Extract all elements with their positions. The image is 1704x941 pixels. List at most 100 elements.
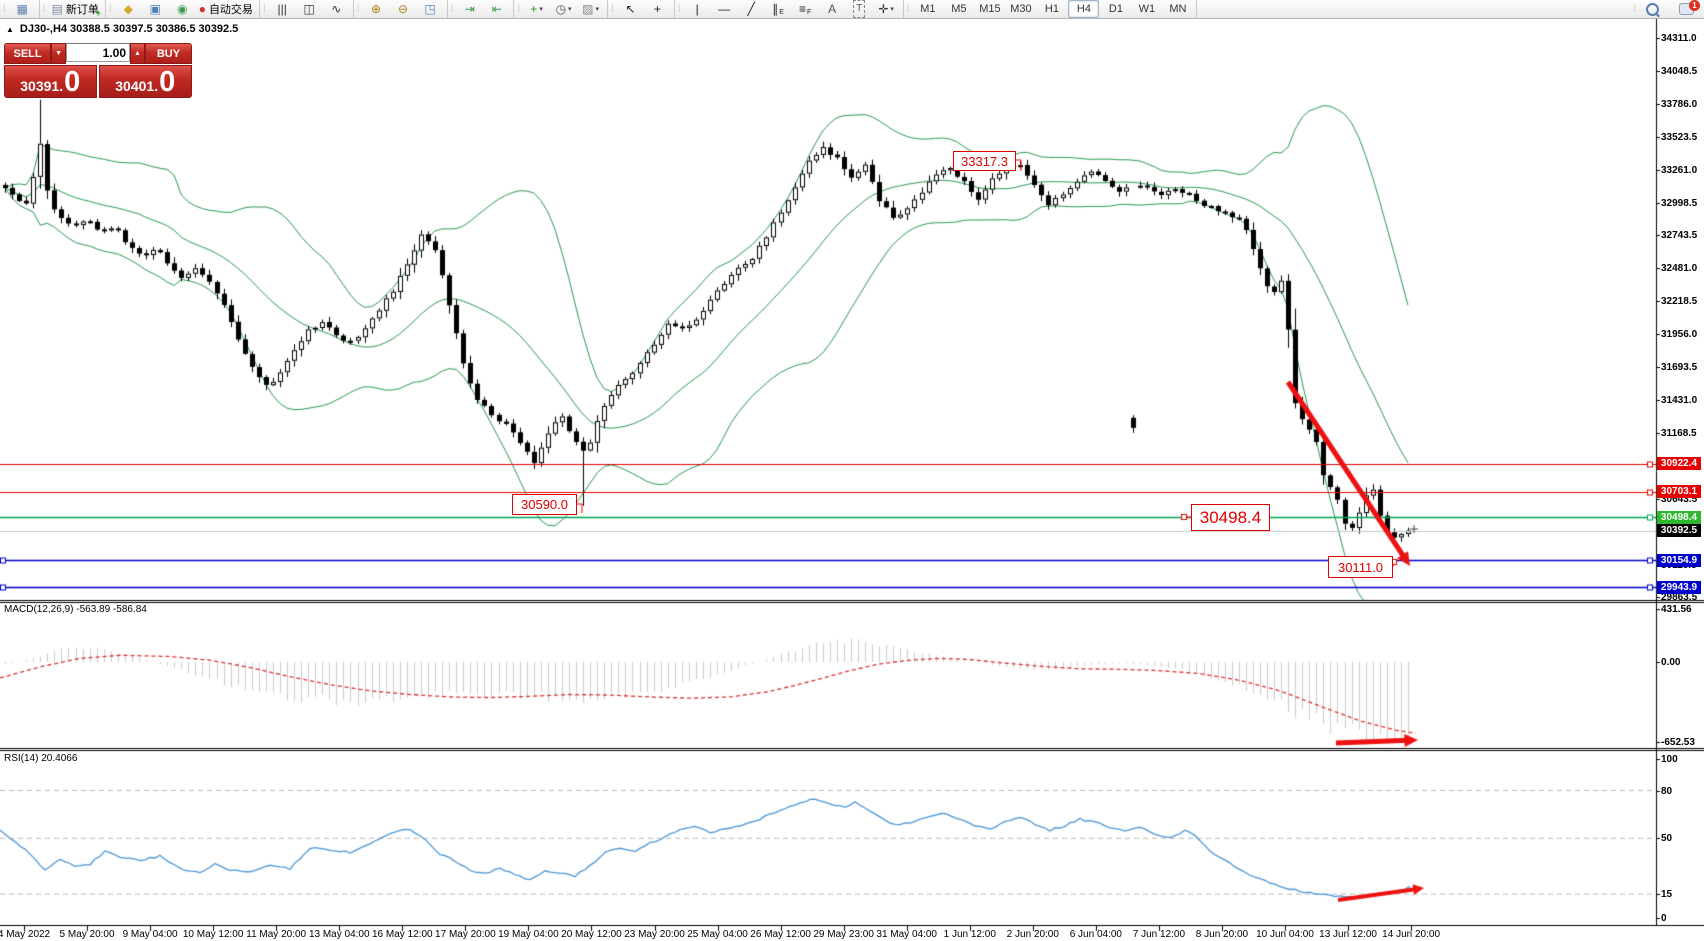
symbol-ohlc-text: DJ30-,H4 30388.5 30397.5 30386.5 30392.5 [19,23,239,35]
new-chart-button[interactable]: ▦ [10,1,35,17]
time-axis-label: 5 May 20:00 [59,929,115,940]
arrows-tool-button[interactable]: ✛ ▾ [874,1,899,17]
symbol-info: ▲ DJ30-,H4 30388.5 30397.5 30386.5 30392… [6,23,238,35]
timeframe-w1[interactable]: W1 [1138,3,1156,15]
new-chart-icon: ▦ [16,2,28,16]
macd-indicator-label: MACD(12,26,9) -563.89 -586.84 [4,604,147,615]
equidistant-channel-tool-icon: ∥ [772,2,779,16]
sell-button[interactable]: SELL [4,43,52,64]
trendline-tool-icon: ╱ [747,2,755,16]
news-signal-icon: ◉ [176,2,188,16]
price-axis-tick: 31693.5 [1661,362,1698,374]
toolbar-group: ⇥⇤ [448,0,515,18]
market-watch-button[interactable]: ◆ [116,1,141,17]
chart-shift-icon: ⇤ [491,2,502,16]
vertical-line-tool-button[interactable]: | [685,1,710,17]
volume-input[interactable] [66,43,130,62]
time-axis-label: 6 Jun 04:00 [1069,929,1122,940]
price-annotation[interactable]: 30111.0 [1328,556,1393,578]
tile-windows-icon: ◳ [424,2,436,16]
fibonacci-tool-sub-label: F [806,8,812,16]
candlestick-mode-icon: ◫ [303,2,315,16]
one-click-trading-panel: SELL ▼ ▲ BUY 30391.0 30401.0 [4,43,192,98]
zoom-out-button[interactable]: ⊖ [391,1,416,17]
data-window-icon: ▣ [149,2,161,16]
toolbar-group: ⊕ ⊖ ◳ [354,0,448,18]
price-tag: 30922.4 [1657,457,1701,471]
price-axis-tick: 32998.5 [1661,198,1698,209]
collapse-panel-icon[interactable]: ▲ [6,24,14,34]
chat-icon: 1 [1679,0,1700,15]
text-tool-icon: A [828,2,837,16]
indicators-menu-button[interactable]: +▾ [524,1,549,17]
timeframe-m5[interactable]: M5 [951,3,967,15]
indicators-menu-icon: + [530,2,538,16]
timeframe-m30[interactable]: M30 [1010,3,1032,15]
price-axis-tick: 29863.5 [1661,592,1698,604]
autotrading-button[interactable]: ● 自动交易 [197,1,255,17]
volume-down-button[interactable]: ▼ [51,43,66,64]
timeframe-d1[interactable]: D1 [1108,3,1123,15]
price-axis-tick: 34048.5 [1661,66,1698,77]
tile-windows-button[interactable]: ◳ [418,1,443,17]
autotrading-icon: ● [198,2,206,16]
chart-shift-button[interactable]: ⇤ [484,1,509,17]
auto-scroll-button[interactable]: ⇥ [457,1,482,17]
timeframe-m1[interactable]: M1 [920,3,936,15]
auto-scroll-icon: ⇥ [464,2,475,16]
time-axis-label: 10 Jun 04:00 [1256,929,1314,940]
trendline-tool-button[interactable]: ╱ [739,1,764,17]
zoom-in-button[interactable]: ⊕ [364,1,389,17]
time-axis-label: 8 Jun 20:00 [1195,929,1249,940]
rsi-axis-tick: 80 [1661,785,1673,797]
price-axis-tick: 30643.5 [1661,494,1698,506]
timeframe-h4[interactable]: H4 [1068,0,1100,18]
line-chart-mode-button[interactable]: ∿ [324,1,349,17]
arrows-tool-dropdown-icon[interactable]: ▾ [890,6,894,13]
price-annotation[interactable]: 30498.4 [1191,504,1270,531]
crosshair-tool-button[interactable]: + [645,1,670,17]
time-axis-label: 11 May 20:00 [246,929,307,940]
indicators-menu-dropdown-icon[interactable]: ▾ [539,6,543,13]
volume-up-button[interactable]: ▲ [130,43,145,64]
time-axis-label: 31 May 04:00 [876,929,937,940]
new-order-button[interactable]: ▤ +新订单 [50,1,101,18]
rsi-axis-tick: 15 [1661,889,1673,901]
timeframe-mn[interactable]: MN [1169,3,1187,15]
price-annotation[interactable]: 33317.3 [953,151,1016,171]
buy-button[interactable]: BUY [144,43,192,64]
templates-menu-dropdown-icon[interactable]: ▾ [595,6,599,13]
templates-menu-icon: ▨ [582,2,594,16]
data-window-button[interactable]: ▣ [143,1,168,17]
periods-menu-dropdown-icon[interactable]: ▾ [568,6,572,13]
candlestick-mode-button[interactable]: ◫ [297,1,322,17]
news-signal-button[interactable]: ◉ [170,1,195,17]
timeframe-m15[interactable]: M15 [979,3,1001,15]
search-button[interactable] [1640,1,1665,17]
cursor-tool-button[interactable]: ↖ [618,1,643,17]
time-axis-label: 10 May 12:00 [182,929,244,940]
text-tool-button[interactable]: A [820,1,845,17]
price-tag: 30154.9 [1657,553,1701,567]
fibonacci-tool-button[interactable]: ≡ F [793,1,818,17]
bar-chart-mode-button[interactable]: ||| [270,1,295,17]
text-label-tool-button[interactable]: T [847,0,872,18]
equidistant-channel-tool-button[interactable]: ∥ E [766,1,791,17]
price-axis-tick: 32743.5 [1661,230,1698,242]
price-annotation[interactable]: 30590.0 [512,494,577,515]
bid-price-big-digit: 0 [64,66,81,98]
horizontal-line-tool-button[interactable]: — [712,1,737,17]
templates-menu-button[interactable]: ▨ ▾ [578,1,603,17]
ask-price-panel[interactable]: 30401. 0 [98,65,192,98]
time-axis-label: 19 May 04:00 [498,929,559,940]
horizontal-line-tool-icon: — [718,2,731,16]
rsi-axis-tick: 100 [1661,753,1678,765]
chat-button[interactable]: 1 [1667,0,1700,17]
periods-menu-button[interactable]: ◷ ▾ [551,1,576,17]
timeframe-h1[interactable]: H1 [1044,3,1059,15]
arrows-tool-icon: ✛ [878,2,889,16]
time-axis-label: 13 May 04:00 [308,929,370,940]
bid-price-panel[interactable]: 30391. 0 [4,65,97,98]
toolbar-group: +▾◷▾▨▾ [514,0,609,18]
